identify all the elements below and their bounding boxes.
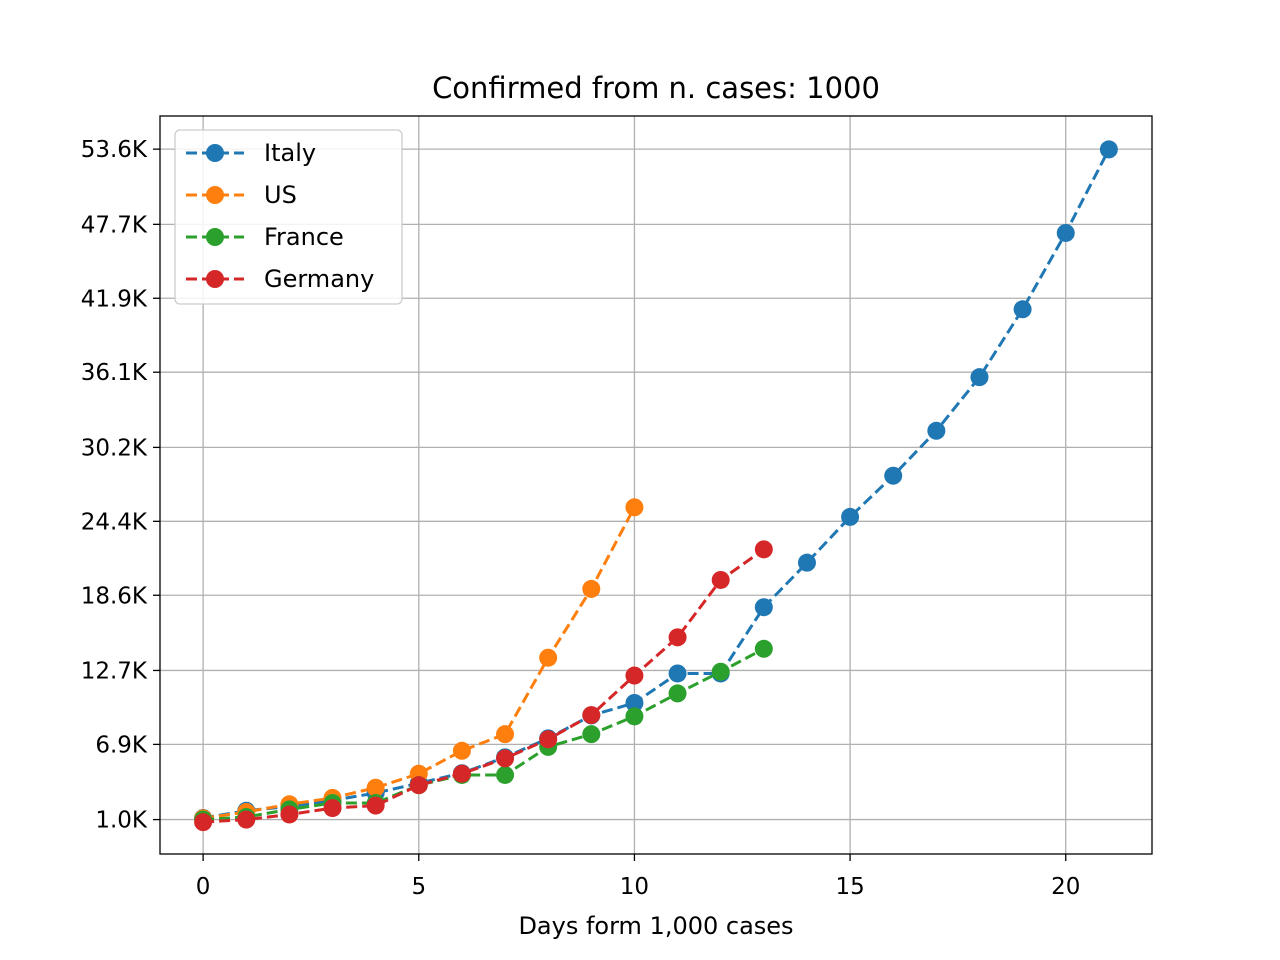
series-layer xyxy=(194,140,1118,832)
data-point-germany xyxy=(366,796,385,815)
series-germany xyxy=(194,540,773,832)
legend-label-germany: Germany xyxy=(264,265,374,293)
data-point-germany xyxy=(237,810,256,829)
data-point-france xyxy=(625,707,644,726)
y-tick-label: 18.6K xyxy=(81,583,148,609)
data-point-germany xyxy=(754,540,773,559)
legend: Italy US France Germany xyxy=(174,129,403,305)
data-point-italy xyxy=(970,368,989,387)
data-point-germany xyxy=(280,805,299,824)
plot-frame xyxy=(159,115,1153,855)
data-point-italy xyxy=(797,553,816,572)
series-line-italy xyxy=(202,148,1111,820)
legend-marker-italy xyxy=(206,144,224,162)
data-point-germany xyxy=(496,749,515,768)
data-point-germany xyxy=(582,706,601,725)
y-tick-label: 30.2K xyxy=(81,435,148,461)
data-point-germany xyxy=(452,764,471,783)
y-tick-label: 6.9K xyxy=(95,732,148,758)
x-tick-label: 0 xyxy=(196,874,211,900)
data-point-us xyxy=(539,648,558,667)
legend-label-france: France xyxy=(264,223,344,251)
data-point-france xyxy=(496,765,515,784)
data-point-italy xyxy=(884,466,903,485)
series-line-germany xyxy=(203,548,765,824)
x-tick-label: 5 xyxy=(411,874,426,900)
data-point-italy xyxy=(1056,223,1075,242)
data-point-france xyxy=(754,639,773,658)
data-point-italy xyxy=(1013,300,1032,319)
data-point-italy xyxy=(841,507,860,526)
legend-label-italy: Italy xyxy=(264,139,316,167)
y-tick-label: 36.1K xyxy=(81,360,148,386)
x-tick-label: 15 xyxy=(835,874,864,900)
data-point-italy xyxy=(668,664,687,683)
data-point-germany xyxy=(625,666,644,685)
data-point-germany xyxy=(323,799,342,818)
data-point-us xyxy=(366,778,385,797)
y-tick-label: 24.4K xyxy=(81,509,148,535)
legend-box xyxy=(174,129,403,305)
data-point-us xyxy=(625,498,644,517)
data-point-germany xyxy=(539,730,558,749)
y-tick-label: 41.9K xyxy=(81,286,148,312)
series-line-us xyxy=(202,506,636,820)
data-point-germany xyxy=(668,628,687,647)
y-axis: 1.0K 6.9K 12.7K 18.6K 24.4K 30.2K 36.1K 41.9K 47… xyxy=(81,137,160,834)
x-axis-label: Days form 1,000 cases xyxy=(518,912,793,940)
data-point-italy xyxy=(927,421,946,440)
x-tick-label: 10 xyxy=(620,874,649,900)
chart-title: Confirmed from n. cases: 1000 xyxy=(432,71,880,105)
legend-marker-germany xyxy=(206,270,224,288)
legend-marker-france xyxy=(206,228,224,246)
data-point-italy xyxy=(754,598,773,617)
data-point-us xyxy=(496,725,515,744)
y-tick-label: 53.6K xyxy=(81,137,148,163)
data-point-germany xyxy=(711,570,730,589)
data-point-italy xyxy=(625,693,644,712)
data-point-us xyxy=(452,741,471,760)
y-tick-label: 1.0K xyxy=(95,808,148,834)
data-point-france xyxy=(582,725,601,744)
x-axis: 0 5 10 15 20 xyxy=(196,854,1080,900)
data-point-germany xyxy=(194,813,213,832)
data-point-us xyxy=(582,579,601,598)
data-point-germany xyxy=(409,776,428,795)
data-point-france xyxy=(711,662,730,681)
legend-marker-us xyxy=(206,186,224,204)
x-tick-label: 20 xyxy=(1051,874,1080,900)
y-tick-label: 12.7K xyxy=(81,658,148,684)
data-point-italy xyxy=(1099,140,1118,159)
data-point-france xyxy=(668,684,687,703)
y-tick-label: 47.7K xyxy=(81,212,148,238)
series-france xyxy=(194,639,773,829)
grid xyxy=(160,116,1152,854)
legend-label-us: US xyxy=(264,181,297,209)
